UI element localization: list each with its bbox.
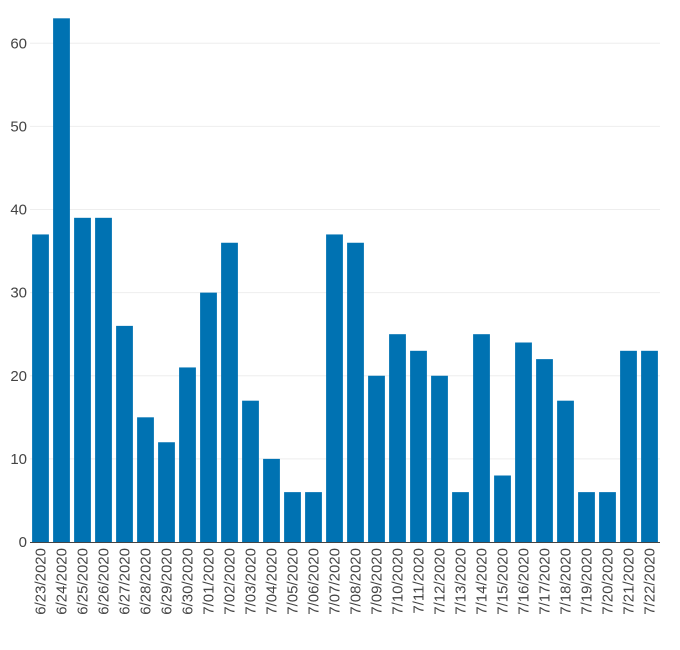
x-tick-label: 7/16/2020 [516, 548, 533, 615]
x-tick-label: 7/07/2020 [327, 548, 344, 615]
x-tick-label: 7/18/2020 [558, 548, 575, 615]
x-tick-label: 7/22/2020 [642, 548, 659, 615]
x-tick-label: 6/23/2020 [33, 548, 50, 615]
x-tick-label: 6/25/2020 [75, 548, 92, 615]
bars [32, 18, 658, 542]
y-tick-labels: 0 10 20 30 40 50 60 [10, 35, 27, 551]
bar [53, 18, 70, 542]
x-tick-label: 7/08/2020 [348, 548, 365, 615]
x-tick-label: 7/10/2020 [390, 548, 407, 615]
x-tick-label: 7/01/2020 [201, 548, 218, 615]
bar [347, 242, 364, 542]
x-tick-label: 6/29/2020 [159, 548, 176, 615]
x-tick-label: 7/20/2020 [600, 548, 617, 615]
bar [305, 492, 322, 542]
bar [515, 342, 532, 542]
x-tick-label: 7/06/2020 [306, 548, 323, 615]
bar [116, 325, 133, 542]
bar [389, 334, 406, 542]
x-tick-label: 6/30/2020 [180, 548, 197, 615]
bar [158, 442, 175, 542]
gridlines [30, 42, 660, 460]
bar [599, 492, 616, 542]
bar [557, 400, 574, 542]
bar [410, 350, 427, 542]
bar [263, 458, 280, 542]
bar [578, 492, 595, 542]
x-tick-label: 7/03/2020 [243, 548, 260, 615]
x-tick-label: 7/09/2020 [369, 548, 386, 615]
x-tick-label: 7/13/2020 [453, 548, 470, 615]
y-tick-label: 50 [10, 118, 27, 135]
bar [473, 334, 490, 542]
bar [242, 400, 259, 542]
x-tick-label: 7/15/2020 [495, 548, 512, 615]
x-tick-labels: 6/23/2020 6/24/2020 6/25/2020 6/26/2020 6/27… [33, 548, 659, 615]
x-tick-label: 6/26/2020 [96, 548, 113, 615]
x-tick-label: 7/12/2020 [432, 548, 449, 615]
bar [74, 217, 91, 542]
bar [620, 350, 637, 542]
bar [95, 217, 112, 542]
x-tick-label: 7/21/2020 [621, 548, 638, 615]
y-tick-label: 30 [10, 285, 27, 302]
bar [179, 367, 196, 542]
x-tick-label: 7/04/2020 [264, 548, 281, 615]
y-tick-label: 0 [19, 534, 27, 551]
x-tick-label: 7/11/2020 [411, 548, 428, 614]
bar [641, 350, 658, 542]
bar [200, 292, 217, 542]
x-tick-label: 6/27/2020 [117, 548, 134, 615]
x-tick-label: 7/17/2020 [537, 548, 554, 615]
y-tick-label: 40 [10, 202, 27, 219]
bar [494, 475, 511, 542]
x-tick-label: 7/19/2020 [579, 548, 596, 615]
bar [536, 359, 553, 542]
bar [452, 492, 469, 542]
bar [284, 492, 301, 542]
y-tick-label: 20 [10, 368, 27, 385]
x-tick-label: 7/02/2020 [222, 548, 239, 615]
bar [137, 417, 154, 542]
bar [32, 234, 49, 542]
bar [368, 375, 385, 542]
bar [221, 242, 238, 542]
y-tick-label: 10 [10, 451, 27, 468]
x-tick-label: 6/28/2020 [138, 548, 155, 615]
x-tick-label: 7/14/2020 [474, 548, 491, 615]
bar [431, 375, 448, 542]
x-tick-label: 6/24/2020 [54, 548, 71, 615]
bar [326, 234, 343, 542]
x-tick-label: 7/05/2020 [285, 548, 302, 615]
y-tick-label: 60 [10, 35, 27, 52]
